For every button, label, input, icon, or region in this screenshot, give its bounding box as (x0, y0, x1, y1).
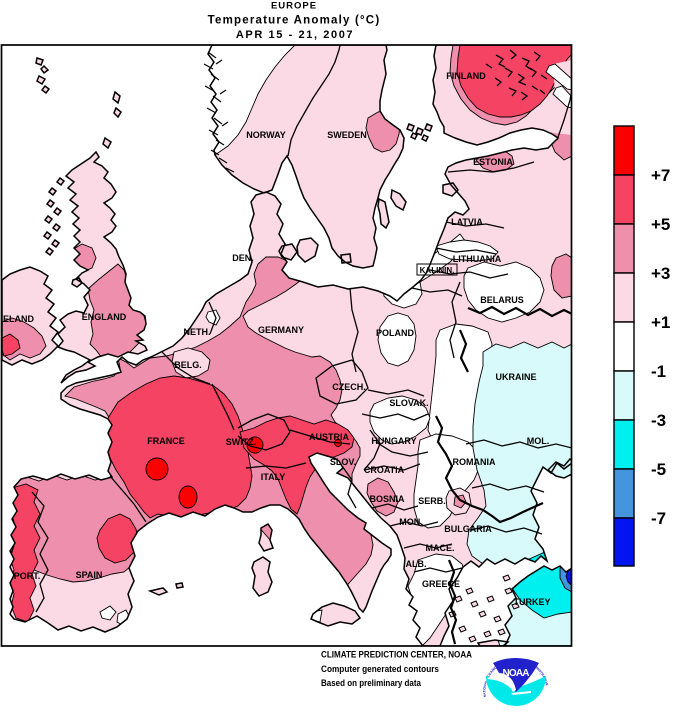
svg-text:+5: +5 (651, 215, 670, 234)
svg-text:NETH.: NETH. (184, 327, 211, 337)
svg-text:DEN.: DEN. (232, 253, 254, 263)
svg-text:CLIMATE PREDICTION CENTER, NOA: CLIMATE PREDICTION CENTER, NOAA (321, 650, 472, 660)
svg-text:FRANCE: FRANCE (147, 436, 185, 446)
svg-text:-7: -7 (651, 509, 666, 528)
svg-text:FINLAND: FINLAND (446, 71, 486, 81)
svg-text:+3: +3 (651, 264, 670, 283)
svg-text:+1: +1 (651, 313, 670, 332)
svg-text:ROMANIA: ROMANIA (453, 457, 496, 467)
svg-text:SERB.: SERB. (418, 496, 446, 506)
svg-text:HUNGARY: HUNGARY (371, 436, 416, 446)
svg-text:BOSNIA: BOSNIA (369, 494, 405, 504)
svg-text:BELG.: BELG. (174, 360, 202, 370)
svg-text:ESTONIA: ESTONIA (473, 157, 513, 167)
svg-text:CROATIA: CROATIA (364, 465, 405, 475)
svg-text:KALININ.: KALININ. (420, 266, 455, 275)
svg-text:BELARUS: BELARUS (480, 295, 524, 305)
svg-text:PORT.: PORT. (14, 571, 41, 581)
svg-text:SPAIN: SPAIN (76, 570, 103, 580)
svg-text:MOL.: MOL. (527, 436, 550, 446)
svg-text:ITALY: ITALY (261, 472, 286, 482)
svg-text:ENGLAND: ENGLAND (82, 312, 127, 322)
svg-text:SLOVAK.: SLOVAK. (389, 398, 428, 408)
svg-text:BULGARIA: BULGARIA (444, 524, 492, 534)
svg-text:SLOV.: SLOV. (330, 457, 356, 467)
svg-text:GERMANY: GERMANY (258, 325, 304, 335)
svg-text:LATVIA: LATVIA (451, 217, 483, 227)
svg-text:POLAND: POLAND (376, 328, 415, 338)
svg-text:LITHUANIA: LITHUANIA (453, 254, 502, 264)
svg-text:SWITZ.: SWITZ. (226, 437, 257, 447)
svg-text:SWEDEN: SWEDEN (327, 130, 367, 140)
svg-text:Computer generated contours: Computer generated contours (321, 664, 439, 674)
svg-text:UKRAINE: UKRAINE (495, 372, 536, 382)
svg-text:-5: -5 (651, 460, 666, 479)
svg-text:NORWAY: NORWAY (246, 130, 286, 140)
svg-text:+7: +7 (651, 166, 670, 185)
svg-text:NOAA: NOAA (503, 668, 530, 679)
svg-text:AUSTRIA: AUSTRIA (309, 432, 349, 442)
svg-text:-1: -1 (651, 362, 666, 381)
svg-text:CZECH.: CZECH. (332, 382, 366, 392)
svg-text:IRELAND: IRELAND (0, 314, 34, 324)
svg-text:Based on preliminary data: Based on preliminary data (321, 678, 422, 688)
svg-text:Temperature Anomaly (°C): Temperature Anomaly (°C) (208, 15, 381, 27)
svg-text:MACE.: MACE. (426, 543, 455, 553)
svg-text:MON.: MON. (399, 517, 423, 527)
svg-text:EUROPE: EUROPE (271, 1, 317, 12)
svg-text:GREECE: GREECE (422, 579, 460, 589)
svg-text:APR 15 - 21, 2007: APR 15 - 21, 2007 (236, 29, 354, 41)
svg-text:ALB.: ALB. (406, 559, 427, 569)
svg-text:-3: -3 (651, 411, 666, 430)
svg-text:TURKEY: TURKEY (513, 597, 550, 607)
